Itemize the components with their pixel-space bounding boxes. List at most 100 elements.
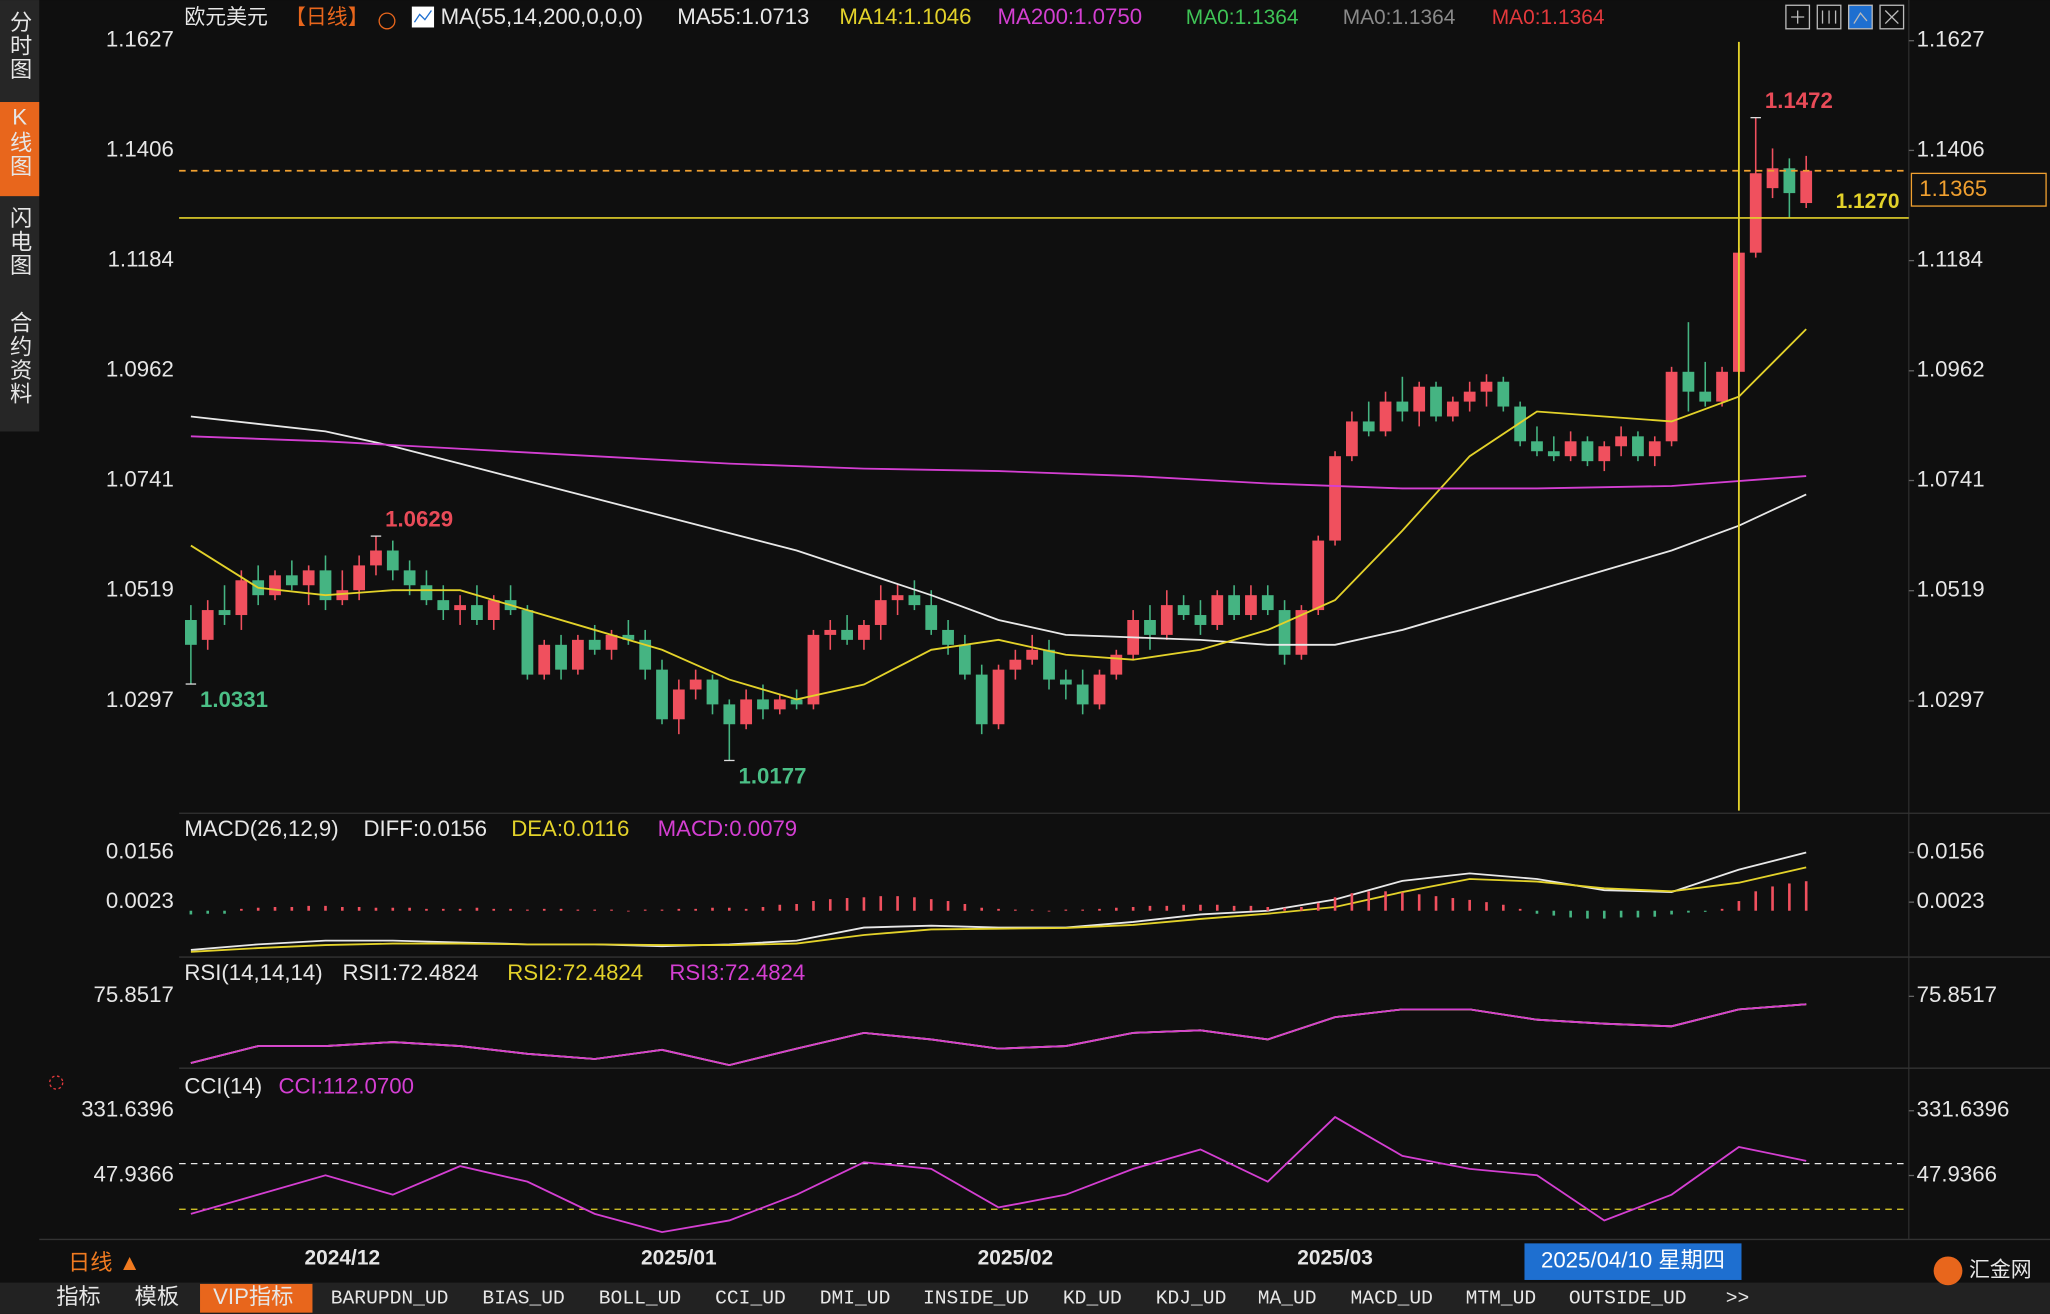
macd-bar <box>643 909 647 911</box>
candle-body <box>1699 391 1712 402</box>
candle-body <box>319 570 332 601</box>
top-icons[interactable] <box>1785 4 1905 30</box>
macd-bar <box>240 908 243 911</box>
x-tick-label: 2025/02 <box>978 1247 1054 1270</box>
toolbar-tab[interactable]: MA_UD <box>1258 1287 1317 1309</box>
macd-bar <box>1081 909 1084 911</box>
toolbar-tab[interactable]: MTM_UD <box>1466 1287 1537 1309</box>
symbol: 欧元美元 <box>184 6 268 29</box>
candle-body <box>1329 456 1341 541</box>
toolbar-tab[interactable]: 指标 <box>56 1284 100 1309</box>
x-tick-label: 2024/12 <box>305 1247 381 1270</box>
macd-bar <box>946 901 950 911</box>
macd-bar <box>862 897 866 911</box>
macd-bar <box>458 908 462 911</box>
macd-bar <box>357 906 361 911</box>
macd-bar <box>1518 908 1522 911</box>
icon[interactable] <box>1816 4 1842 30</box>
macd-bar <box>1115 907 1118 911</box>
macd-bar <box>542 908 546 911</box>
sidebar-tab[interactable]: 合约资料 <box>7 311 32 406</box>
macd-bar <box>812 901 815 911</box>
candle-body <box>1665 371 1678 442</box>
candle-body <box>521 610 534 675</box>
toolbar-tab[interactable]: KDJ_UD <box>1156 1287 1227 1309</box>
macd-bar <box>1333 897 1337 911</box>
toolbar-tab[interactable]: CCI_UD <box>715 1287 786 1309</box>
macd-bar <box>492 908 496 911</box>
candle-body <box>807 634 820 705</box>
sidebar-tab[interactable]: 闪电图 <box>7 206 32 277</box>
y-tick-label: 75.8517 <box>94 982 174 1007</box>
toolbar-tab[interactable]: BARUPDN_UD <box>331 1287 449 1309</box>
candle-body <box>1346 421 1358 457</box>
candle-body <box>437 600 450 611</box>
period[interactable]: 日线 ▲ <box>68 1250 141 1275</box>
legend-entry: MA14:1.1046 <box>839 4 971 29</box>
candle-body <box>403 570 416 586</box>
macd-bar <box>1131 906 1135 911</box>
icon[interactable] <box>1785 4 1811 30</box>
macd-bar <box>1199 904 1202 911</box>
y-tick-label: 47.9366 <box>94 1161 174 1186</box>
candle-body <box>1615 436 1627 447</box>
toolbar-tab[interactable]: INSIDE_UD <box>923 1287 1029 1309</box>
macd-bar <box>627 910 630 912</box>
toolbar-tab[interactable]: 模板 <box>135 1284 179 1309</box>
pane-title: CCI(14) <box>184 1074 262 1099</box>
y-tick-label: 0.0023 <box>1917 888 1985 913</box>
icon[interactable] <box>1879 4 1905 30</box>
toolbar-tab[interactable]: >> <box>1726 1287 1750 1309</box>
macd-bar <box>526 909 529 911</box>
candle-body <box>571 639 584 670</box>
toolbar-tab[interactable]: KD_UD <box>1063 1287 1122 1309</box>
macd-bar <box>509 908 512 911</box>
toolbar-tab[interactable]: MACD_UD <box>1351 1287 1433 1309</box>
macd-bar <box>341 906 344 911</box>
macd-bar <box>1030 909 1034 911</box>
level-label: 1.1270 <box>1836 190 1900 213</box>
macd-bar <box>1165 905 1169 911</box>
candle-body <box>1312 540 1325 611</box>
candle-body <box>992 669 1005 725</box>
sidebar-tab[interactable]: 分时图 <box>7 10 32 81</box>
extreme-label: 1.0177 <box>738 763 806 788</box>
y-tick-label: 1.1406 <box>106 136 174 161</box>
candle-body <box>555 644 567 670</box>
candle-body <box>353 565 366 591</box>
candle-body <box>1160 605 1173 635</box>
candle-body <box>1800 170 1813 204</box>
macd-bar <box>1182 904 1185 911</box>
macd-bar <box>1266 906 1270 911</box>
candle-body <box>1716 371 1728 402</box>
macd-bar <box>1636 910 1640 918</box>
sidebar <box>0 0 40 432</box>
toolbar-tab[interactable]: BOLL_UD <box>599 1287 681 1309</box>
y-tick-label: 1.0741 <box>106 466 174 491</box>
candle-body <box>1749 173 1762 253</box>
toolbar-tab[interactable]: OUTSIDE_UD <box>1569 1287 1687 1309</box>
macd-bar <box>1804 881 1808 911</box>
toolbar-tab[interactable]: DMI_UD <box>820 1287 891 1309</box>
sidebar-tab[interactable]: K线图 <box>7 105 32 178</box>
timeframe: 【日线】 <box>285 6 369 29</box>
indicator-line <box>190 1115 1807 1234</box>
pane-title: RSI(14,14,14) <box>184 960 322 985</box>
settings-icon[interactable] <box>378 12 396 30</box>
candle-body <box>1278 610 1291 655</box>
y-tick-label: 1.0519 <box>1917 577 1985 602</box>
candle-body <box>454 605 466 611</box>
y-tick-label: 0.0023 <box>106 888 174 913</box>
candle-body <box>1076 684 1089 705</box>
toolbar-tab[interactable]: BIAS_UD <box>482 1287 564 1309</box>
candle-body <box>1531 441 1543 452</box>
icon[interactable] <box>1848 4 1873 30</box>
macd-bar <box>441 908 445 911</box>
macd-bar <box>1788 883 1791 911</box>
candle-body <box>487 600 500 621</box>
candle-body <box>1514 406 1527 442</box>
candle-body <box>959 644 971 675</box>
toolbar-tab[interactable]: VIP指标 <box>213 1284 293 1309</box>
indicator-line <box>190 866 1807 953</box>
